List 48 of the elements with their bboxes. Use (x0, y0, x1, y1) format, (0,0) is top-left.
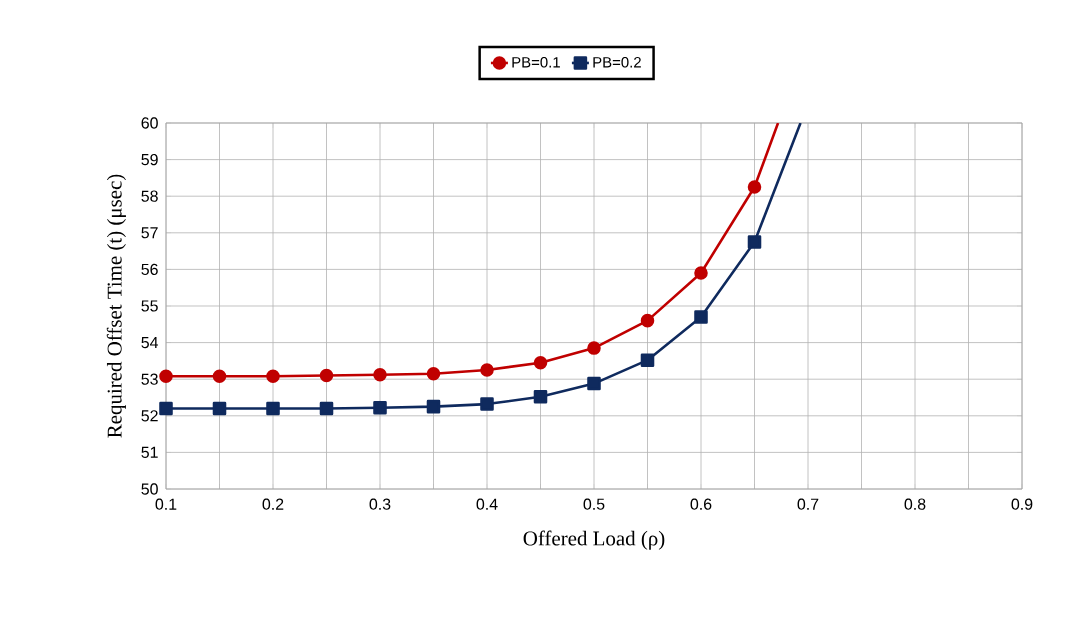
y-tick-label: 50 (141, 483, 158, 495)
x-tick-label: 0.3 (369, 498, 391, 510)
y-tick-label: 55 (141, 300, 158, 312)
point (426, 399, 441, 414)
point (266, 401, 280, 416)
point (480, 397, 494, 411)
point (747, 180, 762, 194)
y-tick-label: 59 (141, 153, 158, 166)
point (480, 363, 494, 377)
y-axis-title: Required Offset Time (t) (μsec) (106, 174, 126, 438)
y-tick-label: 58 (141, 190, 158, 202)
x-tick-label: 0.8 (904, 498, 926, 510)
y-tick-label: 60 (141, 117, 158, 129)
x-tick-label: 0.9 (1011, 498, 1033, 510)
y-tick-label: 51 (141, 446, 158, 458)
point (640, 353, 655, 367)
point (747, 235, 762, 249)
x-axis-title: Offered Load (ρ) (523, 530, 665, 550)
point (319, 368, 334, 383)
point (694, 310, 708, 324)
point (159, 401, 173, 416)
y-tick-label: 54 (141, 337, 159, 349)
y-tick-label: 53 (141, 373, 158, 385)
point (212, 401, 227, 416)
point (533, 355, 548, 370)
point (319, 401, 334, 416)
point (159, 369, 173, 384)
x-tick-label: 0.6 (690, 498, 712, 510)
y-tick-label: 56 (141, 263, 158, 276)
point (640, 313, 655, 328)
x-tick-label: 0.1 (155, 498, 177, 510)
x-tick-label: 0.4 (476, 498, 498, 510)
y-tick-label: 57 (141, 227, 158, 239)
point (694, 266, 708, 280)
x-tick-label: 0.5 (583, 498, 605, 510)
point (533, 389, 548, 404)
point (373, 400, 387, 415)
point (373, 368, 387, 382)
point (587, 341, 601, 355)
x-tick-label: 0.7 (797, 498, 819, 510)
y-tick-label: 52 (141, 410, 158, 422)
legend-label: PB=0.1 (512, 57, 560, 68)
legend-label: PB=0.2 (593, 57, 641, 68)
point (587, 376, 601, 391)
point (266, 369, 280, 384)
point (426, 366, 441, 381)
x-tick-label: 0.2 (262, 498, 284, 510)
point (212, 369, 227, 384)
